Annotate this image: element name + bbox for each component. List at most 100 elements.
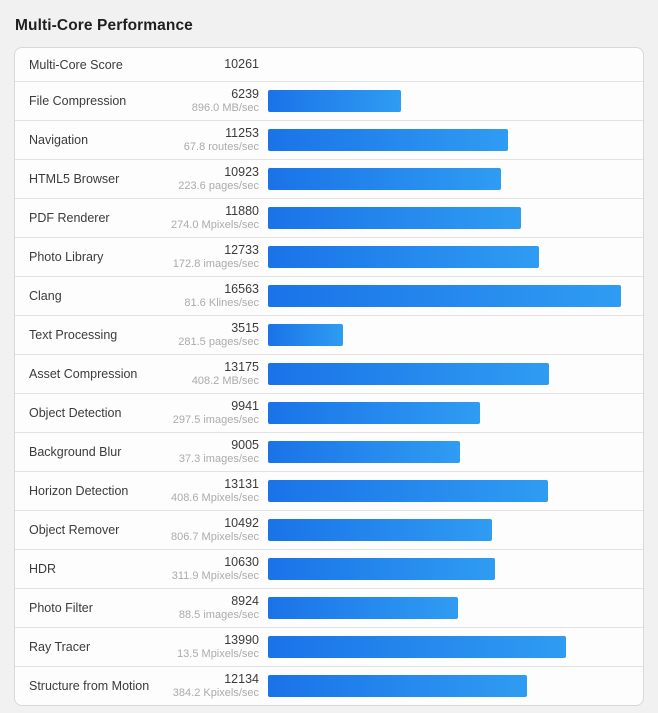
bar-track xyxy=(268,558,621,580)
bar-track xyxy=(268,285,621,307)
bar-track xyxy=(268,207,621,229)
bar-track xyxy=(268,402,621,424)
bar-track xyxy=(268,246,621,268)
benchmark-row: Horizon Detection 13131 408.6 Mpixels/se… xyxy=(15,471,643,510)
bar-track xyxy=(268,363,621,385)
score-bar xyxy=(268,168,501,190)
score-bar xyxy=(268,246,540,268)
summary-bar-track xyxy=(268,54,621,76)
benchmark-score: 3515 xyxy=(231,320,259,335)
benchmark-results-card: Multi-Core Score 10261 File Compression … xyxy=(14,47,644,706)
benchmark-label: File Compression xyxy=(29,94,127,108)
bar-track xyxy=(268,441,621,463)
benchmark-score: 10923 xyxy=(224,164,259,179)
score-bar xyxy=(268,675,527,697)
page-title: Multi-Core Performance xyxy=(15,17,193,34)
benchmark-row: HDR 10630 311.9 Mpixels/sec xyxy=(15,549,643,588)
benchmark-row: Background Blur 9005 37.3 images/sec xyxy=(15,432,643,471)
benchmark-label: Horizon Detection xyxy=(29,484,129,498)
score-bar xyxy=(268,597,459,619)
benchmark-score: 10492 xyxy=(224,515,259,530)
benchmark-label: Background Blur xyxy=(29,445,122,459)
benchmark-row: Text Processing 3515 281.5 pages/sec xyxy=(15,315,643,354)
score-bar xyxy=(268,285,621,307)
benchmark-row: Ray Tracer 13990 13.5 Mpixels/sec xyxy=(15,627,643,666)
benchmark-score: 10630 xyxy=(224,554,259,569)
bar-track xyxy=(268,129,621,151)
score-bar xyxy=(268,480,548,502)
bar-track xyxy=(268,675,621,697)
benchmark-score: 9941 xyxy=(231,398,259,413)
benchmark-rate: 408.6 Mpixels/sec xyxy=(170,492,259,505)
benchmark-rate: 297.5 images/sec xyxy=(172,414,259,427)
benchmark-score: 8924 xyxy=(231,593,259,608)
bar-track xyxy=(268,636,621,658)
bar-track xyxy=(268,597,621,619)
benchmark-label: Navigation xyxy=(29,133,89,147)
benchmark-row: Photo Filter 8924 88.5 images/sec xyxy=(15,588,643,627)
score-bar xyxy=(268,441,460,463)
benchmark-rate: 384.2 Kpixels/sec xyxy=(172,687,259,700)
summary-score: 10261 xyxy=(224,57,259,72)
benchmark-score: 13131 xyxy=(224,476,259,491)
benchmark-rate: 281.5 pages/sec xyxy=(178,336,259,349)
benchmark-label: PDF Renderer xyxy=(29,211,110,225)
score-bar xyxy=(268,207,522,229)
benchmark-label: Text Processing xyxy=(29,328,118,342)
benchmark-rate: 81.6 Klines/sec xyxy=(184,297,259,310)
benchmark-row: Asset Compression 13175 408.2 MB/sec xyxy=(15,354,643,393)
benchmark-label: Clang xyxy=(29,289,62,303)
benchmark-score: 9005 xyxy=(231,437,259,452)
benchmark-row: Navigation 11253 67.8 routes/sec xyxy=(15,120,643,159)
benchmark-score: 12733 xyxy=(224,242,259,257)
benchmark-rate: 896.0 MB/sec xyxy=(191,102,259,115)
benchmark-label: Photo Filter xyxy=(29,601,93,615)
benchmark-label: Asset Compression xyxy=(29,367,138,381)
benchmark-row: Clang 16563 81.6 Klines/sec xyxy=(15,276,643,315)
score-bar xyxy=(268,90,401,112)
benchmark-rate: 223.6 pages/sec xyxy=(178,180,259,193)
summary-row: Multi-Core Score 10261 xyxy=(15,48,643,81)
score-bar xyxy=(268,636,567,658)
score-bar xyxy=(268,558,495,580)
benchmark-row: Object Detection 9941 297.5 images/sec xyxy=(15,393,643,432)
benchmark-score: 13990 xyxy=(224,632,259,647)
benchmark-rate: 311.9 Mpixels/sec xyxy=(171,570,259,583)
bar-track xyxy=(268,90,621,112)
benchmark-row: Object Remover 10492 806.7 Mpixels/sec xyxy=(15,510,643,549)
benchmark-rate: 67.8 routes/sec xyxy=(183,141,259,154)
benchmark-rate: 274.0 Mpixels/sec xyxy=(170,219,259,232)
score-bar xyxy=(268,363,549,385)
benchmark-rate: 172.8 images/sec xyxy=(172,258,259,271)
benchmark-rate: 408.2 MB/sec xyxy=(191,375,259,388)
benchmark-label: Ray Tracer xyxy=(29,640,91,654)
benchmark-label: Object Detection xyxy=(29,406,122,420)
benchmark-row: PDF Renderer 11880 274.0 Mpixels/sec xyxy=(15,198,643,237)
summary-label: Multi-Core Score xyxy=(29,57,123,72)
benchmark-rate: 88.5 images/sec xyxy=(178,609,259,622)
benchmark-row: Structure from Motion 12134 384.2 Kpixel… xyxy=(15,666,643,705)
score-bar xyxy=(268,519,492,541)
bar-track xyxy=(268,480,621,502)
benchmark-label: HTML5 Browser xyxy=(29,172,120,186)
benchmark-row: Photo Library 12733 172.8 images/sec xyxy=(15,237,643,276)
bar-track xyxy=(268,168,621,190)
benchmark-row: HTML5 Browser 10923 223.6 pages/sec xyxy=(15,159,643,198)
benchmark-rate: 37.3 images/sec xyxy=(178,453,259,466)
benchmark-score: 11253 xyxy=(225,125,259,140)
score-bar xyxy=(268,324,343,346)
benchmark-label: Object Remover xyxy=(29,523,120,537)
benchmark-label: Photo Library xyxy=(29,250,104,264)
benchmark-label: HDR xyxy=(29,562,57,576)
benchmark-score: 11880 xyxy=(225,203,259,218)
benchmark-rate: 13.5 Mpixels/sec xyxy=(177,648,259,661)
bar-track xyxy=(268,519,621,541)
bar-track xyxy=(268,324,621,346)
benchmark-score: 12134 xyxy=(224,671,259,686)
benchmark-score: 6239 xyxy=(231,86,259,101)
benchmark-label: Structure from Motion xyxy=(29,679,150,693)
benchmark-row: File Compression 6239 896.0 MB/sec xyxy=(15,81,643,120)
benchmark-score: 13175 xyxy=(224,359,259,374)
score-bar xyxy=(268,402,480,424)
score-bar xyxy=(268,129,508,151)
